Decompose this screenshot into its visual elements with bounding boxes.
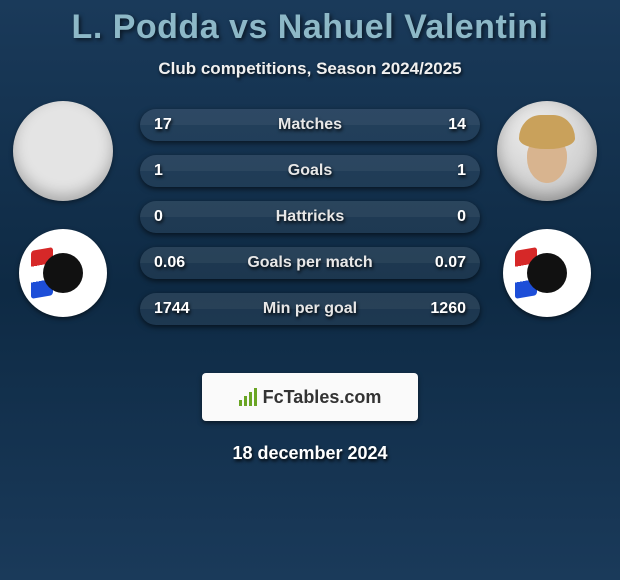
stat-right-value: 14	[448, 116, 466, 134]
stat-left-value: 1	[154, 162, 163, 180]
stat-row: 0 Hattricks 0	[140, 201, 480, 233]
player-right-club-badge	[503, 229, 591, 317]
stat-label: Hattricks	[163, 208, 457, 226]
subtitle: Club competitions, Season 2024/2025	[0, 59, 620, 79]
stat-label: Goals per match	[185, 254, 435, 272]
stat-left-value: 17	[154, 116, 172, 134]
stat-right-value: 1260	[430, 300, 466, 318]
stat-label: Matches	[172, 116, 448, 134]
stat-right-value: 1	[457, 162, 466, 180]
stat-left-value: 0	[154, 208, 163, 226]
bar-chart-icon	[239, 388, 257, 406]
stat-right-value: 0	[457, 208, 466, 226]
logo-text: FcTables.com	[263, 387, 382, 408]
stat-right-value: 0.07	[435, 254, 466, 272]
fctables-logo: FcTables.com	[202, 373, 418, 421]
player-right-column	[492, 101, 602, 317]
comparison-panel: 17 Matches 14 1 Goals 1 0 Hattricks 0 0.…	[0, 109, 620, 349]
stat-label: Min per goal	[190, 300, 431, 318]
player-right-avatar	[497, 101, 597, 201]
stat-left-value: 1744	[154, 300, 190, 318]
stat-left-value: 0.06	[154, 254, 185, 272]
stat-row: 1744 Min per goal 1260	[140, 293, 480, 325]
stat-row: 17 Matches 14	[140, 109, 480, 141]
stat-rows: 17 Matches 14 1 Goals 1 0 Hattricks 0 0.…	[140, 109, 480, 325]
stat-row: 0.06 Goals per match 0.07	[140, 247, 480, 279]
player-left-club-badge	[19, 229, 107, 317]
stat-row: 1 Goals 1	[140, 155, 480, 187]
player-left-avatar	[13, 101, 113, 201]
stat-label: Goals	[163, 162, 457, 180]
player-left-column	[8, 101, 118, 317]
page-title: L. Podda vs Nahuel Valentini	[0, 0, 620, 47]
date-text: 18 december 2024	[0, 443, 620, 464]
